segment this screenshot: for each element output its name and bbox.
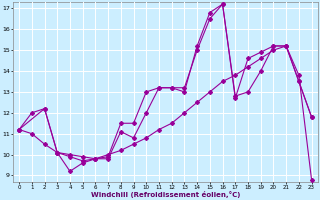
X-axis label: Windchill (Refroidissement éolien,°C): Windchill (Refroidissement éolien,°C)	[91, 191, 240, 198]
